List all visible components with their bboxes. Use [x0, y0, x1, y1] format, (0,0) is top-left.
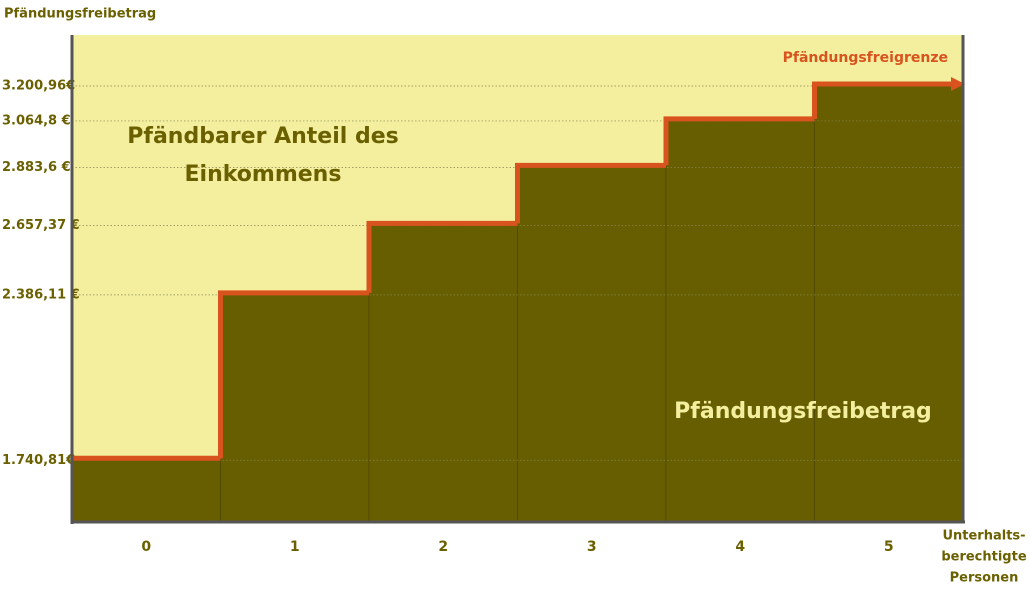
x-tick-label: 5: [884, 539, 894, 555]
x-axis-label: berechtigte: [941, 550, 1027, 565]
x-tick-label: 2: [438, 539, 448, 555]
bar: [368, 225, 518, 523]
x-axis-label: Unterhalts-: [942, 529, 1025, 544]
y-tick-label: 1.740,81€: [2, 453, 75, 468]
line-label: Pfändungsfreigrenze: [783, 50, 948, 66]
y-tick-label: 2.657,37 €: [2, 218, 80, 233]
step-arrow: [951, 77, 965, 92]
y-tick-label: 3.064,8 €: [2, 113, 71, 128]
y-tick-label: 3.200,96€: [2, 79, 75, 94]
y-tick-label: 2.883,6 €: [2, 160, 71, 175]
x-tick-label: 4: [735, 539, 745, 555]
y-tick-label: 2.386,11 €: [2, 287, 80, 302]
y-axis-label: Pfändungsfreibetrag: [4, 7, 156, 22]
bar: [71, 459, 221, 523]
upper-area-label: Einkommens: [185, 162, 342, 187]
bar: [517, 167, 667, 523]
x-axis-label: Personen: [950, 571, 1019, 586]
lower-area-label: Pfändungsfreibetrag: [674, 399, 932, 424]
bar: [220, 294, 370, 523]
x-tick-label: 3: [587, 539, 597, 555]
x-tick-label: 0: [141, 539, 151, 555]
bar: [665, 120, 815, 523]
bar: [814, 85, 964, 523]
x-tick-label: 1: [290, 539, 300, 555]
upper-area-label: Pfändbarer Anteil des: [127, 124, 398, 149]
